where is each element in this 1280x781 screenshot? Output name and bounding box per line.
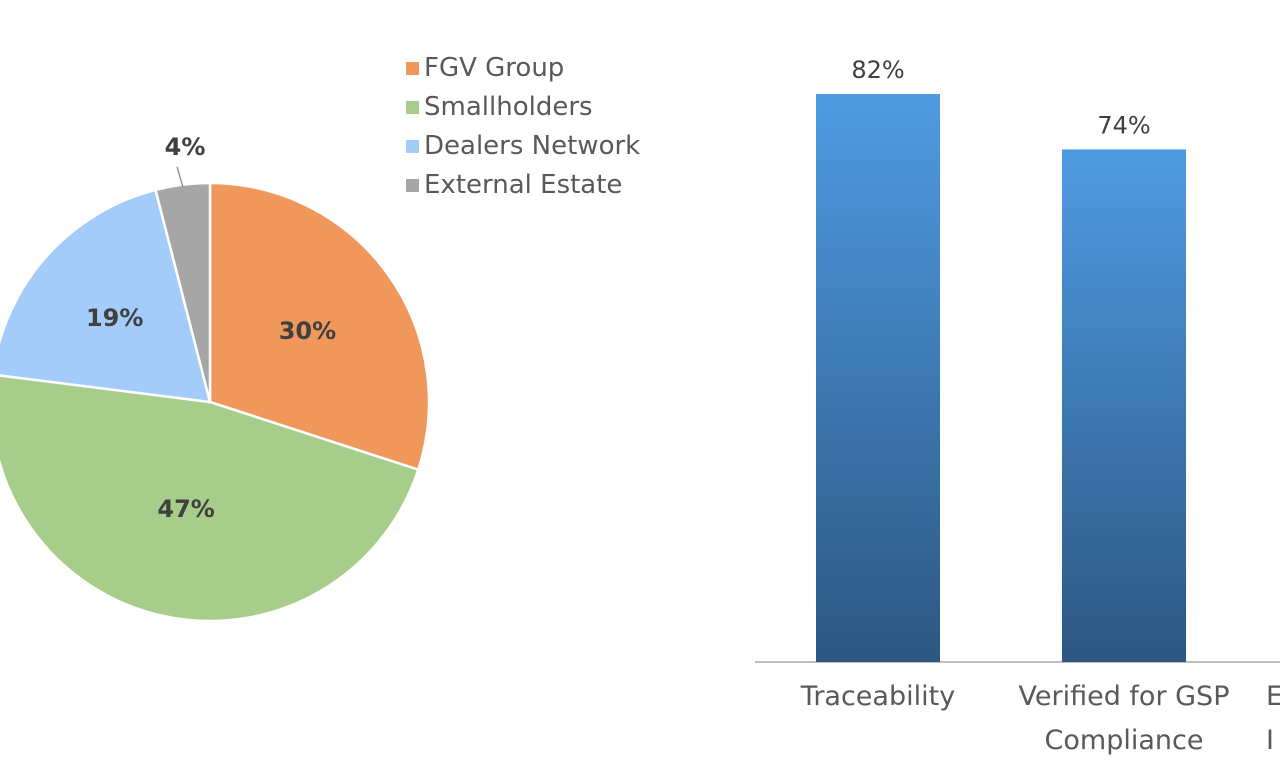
legend-swatch-dealers-network [406,140,419,153]
category-label-line: Compliance [1045,725,1204,756]
category-label-line: Traceability [800,681,955,712]
pie-chart: 30% 47% 19% 4% [0,133,431,623]
pie-legend: FGV Group Smallholders Dealers Network Exte… [406,53,640,200]
bar-verified-for-gsp-compliance [1062,149,1186,663]
legend-label-smallholders: Smallholders [424,92,593,122]
legend-label-external-estate: External Estate [424,170,622,200]
legend-item-smallholders: Smallholders [406,92,593,122]
category-label-traceability: Traceability [800,681,955,712]
bar-data-label-traceability: 82% [851,56,904,84]
pie-data-label-smallholders: 47% [157,495,214,523]
bar-chart: 82% Traceability 74% Verified for GSP Compli… [755,56,1280,756]
pie-slice-smallholders [0,374,420,623]
legend-item-external-estate: External Estate [406,170,622,200]
legend-swatch-fgv-group [406,62,419,75]
legend-swatch-smallholders [406,101,419,114]
pie-slice-dealers-network [0,188,212,404]
category-label-line: I [1266,725,1274,756]
bar-traceability [816,94,940,662]
bar-data-label-verified-for-gsp-compliance: 74% [1097,111,1150,139]
category-label-verified-for-gsp-compliance: Verified for GSP Compliance [1019,681,1230,756]
legend-label-dealers-network: Dealers Network [424,131,640,161]
category-label-line: Verified for GSP [1019,681,1230,712]
pie-data-label-fgv-group: 30% [279,317,336,345]
pie-data-label-external-estate: 4% [165,133,206,161]
legend-item-dealers-network: Dealers Network [406,131,640,161]
pie-leader-line-external-estate [176,166,184,187]
legend-item-fgv-group: FGV Group [406,53,564,83]
category-label-line: E [1266,681,1280,712]
pie-slice-fgv-group [208,181,431,472]
legend-label-fgv-group: FGV Group [424,53,564,83]
pie-data-label-dealers-network: 19% [86,304,143,332]
legend-swatch-external-estate [406,179,419,192]
